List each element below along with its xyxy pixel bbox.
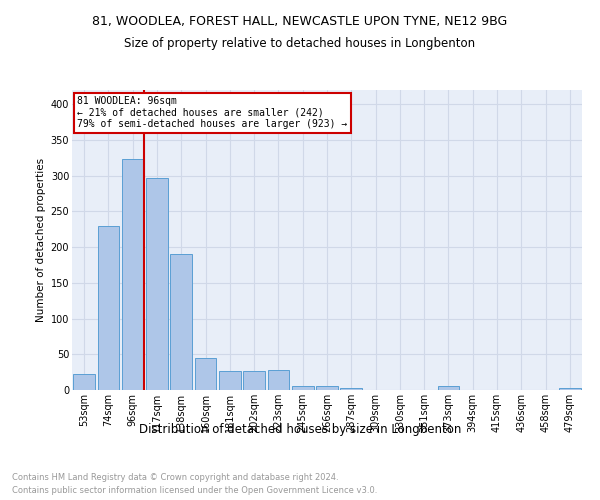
Bar	[122, 160, 143, 390]
Bar	[340, 388, 362, 390]
Bar	[170, 254, 192, 390]
Text: Contains HM Land Registry data © Crown copyright and database right 2024.: Contains HM Land Registry data © Crown c…	[12, 472, 338, 482]
Text: 81, WOODLEA, FOREST HALL, NEWCASTLE UPON TYNE, NE12 9BG: 81, WOODLEA, FOREST HALL, NEWCASTLE UPON…	[92, 15, 508, 28]
Bar	[219, 372, 241, 390]
Text: Contains public sector information licensed under the Open Government Licence v3: Contains public sector information licen…	[12, 486, 377, 495]
Bar	[559, 388, 581, 390]
Text: Size of property relative to detached houses in Longbenton: Size of property relative to detached ho…	[124, 38, 476, 51]
Bar	[97, 226, 119, 390]
Y-axis label: Number of detached properties: Number of detached properties	[37, 158, 46, 322]
Bar	[194, 358, 217, 390]
Bar	[316, 386, 338, 390]
Bar	[292, 386, 314, 390]
Text: Distribution of detached houses by size in Longbenton: Distribution of detached houses by size …	[139, 422, 461, 436]
Bar	[437, 386, 460, 390]
Bar	[268, 370, 289, 390]
Text: 81 WOODLEA: 96sqm
← 21% of detached houses are smaller (242)
79% of semi-detache: 81 WOODLEA: 96sqm ← 21% of detached hous…	[77, 96, 347, 129]
Bar	[146, 178, 168, 390]
Bar	[73, 374, 95, 390]
Bar	[243, 370, 265, 390]
